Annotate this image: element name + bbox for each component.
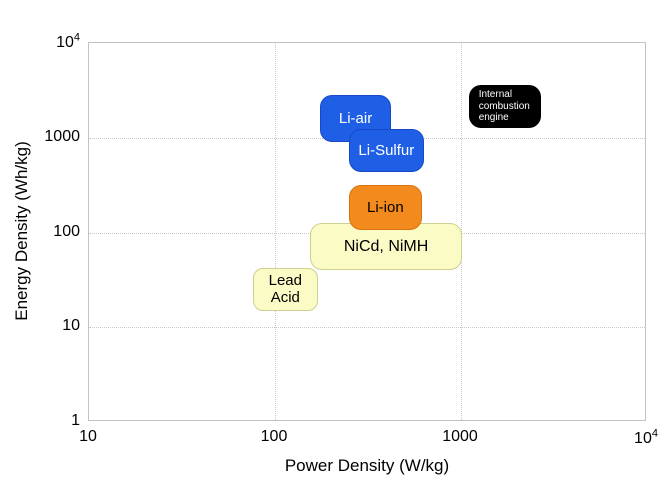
region-li-ion: Li-ion [349,184,422,231]
plot-area: Li-air Li-Sulfur NiCd, NiMH Li-ion Lead Acid… [88,42,646,421]
y-tick-label-1000: 1000 [44,127,80,145]
region-label-nicd-nimh: NiCd, NiMH [343,237,429,255]
y-tick-label-10000: 104 [56,31,80,52]
region-li-sulfur: Li-Sulfur [349,128,424,173]
y-tick-label-100: 100 [53,222,80,240]
x-tick-label-10: 10 [79,428,97,445]
region-label-internal-combustion-engine: Internal combustion engine [478,89,530,124]
y-tick-label-10: 10 [62,317,80,335]
y-tick-label-1: 1 [71,412,80,429]
x-tick-label-1000: 1000 [442,428,478,445]
region-nicd-nimh: NiCd, NiMH [310,223,462,271]
region-label-li-ion: Li-ion [367,198,404,216]
region-internal-combustion-engine: Internal combustion engine [468,85,542,128]
y-axis-title: Energy Density (Wh/kg) [12,141,31,321]
region-label-lead-acid: Lead Acid [268,272,302,307]
region-label-li-air: Li-air [338,110,373,128]
x-tick-label-100: 100 [260,428,288,445]
x-tick-label-10000: 104 [634,428,658,448]
region-lead-acid: Lead Acid [252,268,318,311]
region-label-li-sulfur: Li-Sulfur [358,141,415,159]
gridline-x-100 [275,43,276,420]
x-axis-title: Power Density (W/kg) [284,456,450,475]
gridline-y-10 [89,327,645,329]
